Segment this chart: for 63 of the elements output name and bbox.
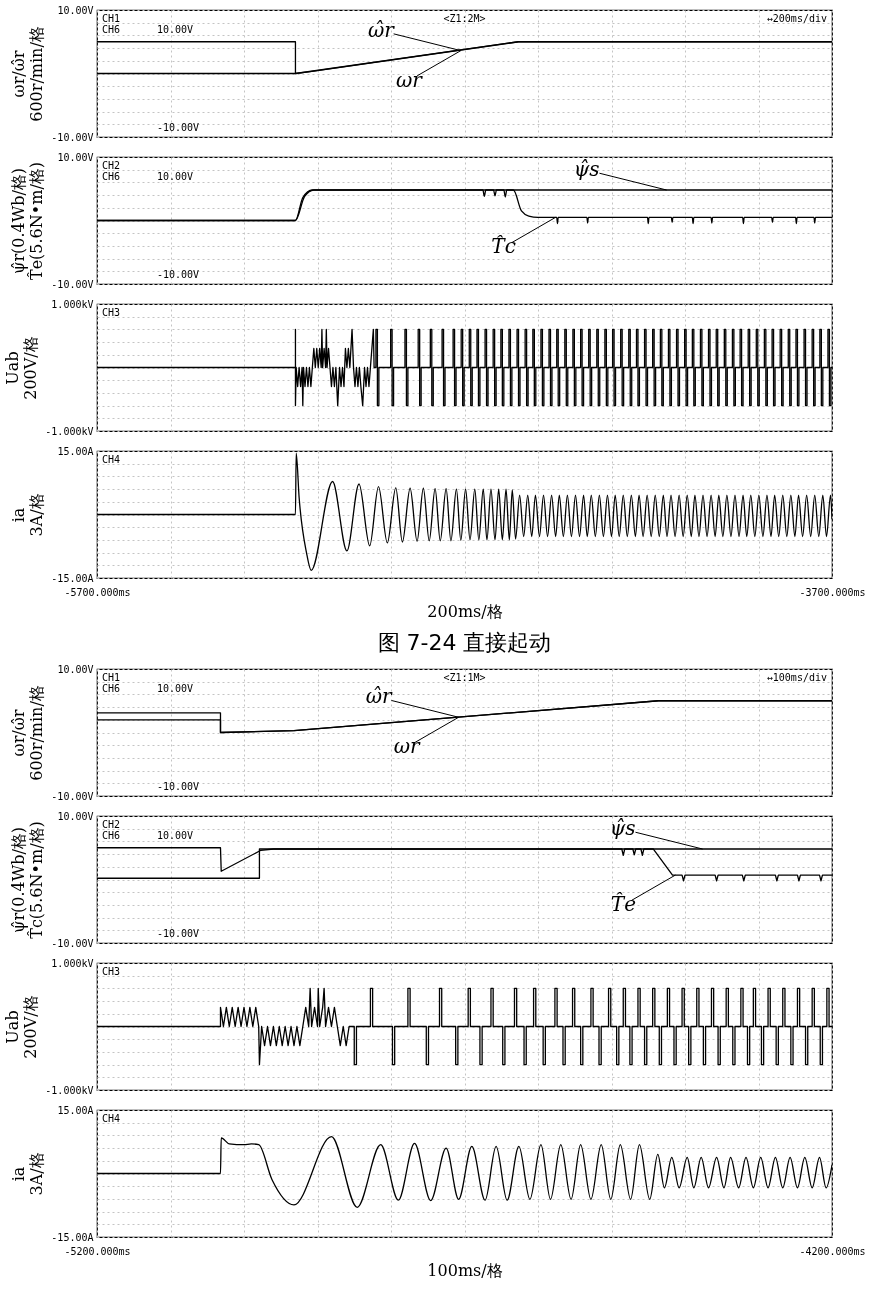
- x-tick-label: -3700.000ms: [799, 586, 866, 598]
- y-tick-label: -10.00V: [51, 790, 94, 802]
- y-axis-title: Uab 200V/格: [3, 995, 41, 1059]
- annotation: 10.00V: [157, 830, 194, 841]
- annotation: CH3: [102, 307, 121, 318]
- annotation: ω̂r: [365, 684, 393, 709]
- annotation: CH1: [102, 672, 121, 683]
- x-axis-title: 200ms/格: [427, 601, 503, 621]
- y-tick-label: 1.000kV: [51, 298, 94, 310]
- text: 图 7-24 直接起动: [377, 630, 552, 655]
- y-axis-title: Uab 200V/格: [3, 336, 41, 400]
- annotation: CH6: [102, 683, 121, 694]
- annotation: CH1: [102, 13, 121, 24]
- y-tick-label: -10.00V: [51, 278, 94, 290]
- annotation: 10.00V: [157, 171, 194, 182]
- annotation: CH2: [102, 819, 121, 830]
- annotation: <Z1:1M>: [443, 672, 486, 683]
- annotation: <Z1:2M>: [443, 13, 486, 24]
- annotation: -10.00V: [157, 928, 200, 939]
- annotation: T̂c: [491, 234, 516, 259]
- annotation: ψ̂s: [609, 816, 636, 841]
- annotation: ↔200ms/div: [766, 13, 827, 24]
- y-tick-label: -15.00A: [51, 1231, 94, 1243]
- y-axis-title: ia 3A/格: [9, 493, 47, 537]
- y-axis-title: ia 3A/格: [9, 1152, 47, 1196]
- x-tick-label: -4200.000ms: [799, 1245, 866, 1257]
- annotation: 10.00V: [157, 683, 194, 694]
- annotation: CH6: [102, 24, 121, 35]
- x-tick-label: -5200.000ms: [64, 1245, 131, 1257]
- annotation: CH6: [102, 830, 121, 841]
- annotation: CH2: [102, 160, 121, 171]
- y-axis-title: ψ̂r(0.4Wb/格) T̂c(5.6N•m/格): [9, 821, 47, 939]
- y-tick-label: 10.00V: [57, 810, 94, 822]
- y-tick-label: 1.000kV: [51, 957, 94, 969]
- annotation: ψ̂s: [573, 157, 600, 182]
- annotation: -10.00V: [157, 269, 200, 280]
- y-tick-label: 10.00V: [57, 663, 94, 675]
- annotation: CH4: [102, 1113, 121, 1124]
- annotation: -10.00V: [157, 122, 200, 133]
- annotation: CH6: [102, 171, 121, 182]
- y-tick-label: 10.00V: [57, 151, 94, 163]
- annotation: ωr: [393, 734, 421, 759]
- annotation: ω̂r: [367, 17, 396, 42]
- annotation: CH3: [102, 966, 121, 977]
- y-tick-label: -10.00V: [51, 937, 94, 949]
- x-axis-title: 100ms/格: [427, 1260, 503, 1280]
- y-axis-title: ψ̂r(0.4Wb/格) T̂e(5.6N•m/格): [9, 161, 47, 281]
- annotation: ωr: [395, 67, 424, 92]
- y-tick-label: -10.00V: [51, 131, 94, 143]
- x-tick-label: -5700.000ms: [64, 586, 131, 598]
- annotation: ↔100ms/div: [766, 672, 827, 683]
- y-tick-label: -1.000kV: [45, 425, 94, 437]
- annotation: 10.00V: [157, 24, 194, 35]
- y-tick-label: 15.00A: [57, 1104, 94, 1116]
- annotation: -10.00V: [157, 781, 200, 792]
- y-axis-title: ωr/ω̂r 600r/min/格: [9, 26, 47, 122]
- y-tick-label: 15.00A: [57, 445, 94, 457]
- y-tick-label: -1.000kV: [45, 1084, 94, 1096]
- annotation: CH4: [102, 454, 121, 465]
- y-tick-label: 10.00V: [57, 4, 94, 16]
- y-tick-label: -15.00A: [51, 572, 94, 584]
- annotation: T̂e: [610, 892, 637, 917]
- y-axis-title: ωr/ω̂r 600r/min/格: [9, 685, 47, 781]
